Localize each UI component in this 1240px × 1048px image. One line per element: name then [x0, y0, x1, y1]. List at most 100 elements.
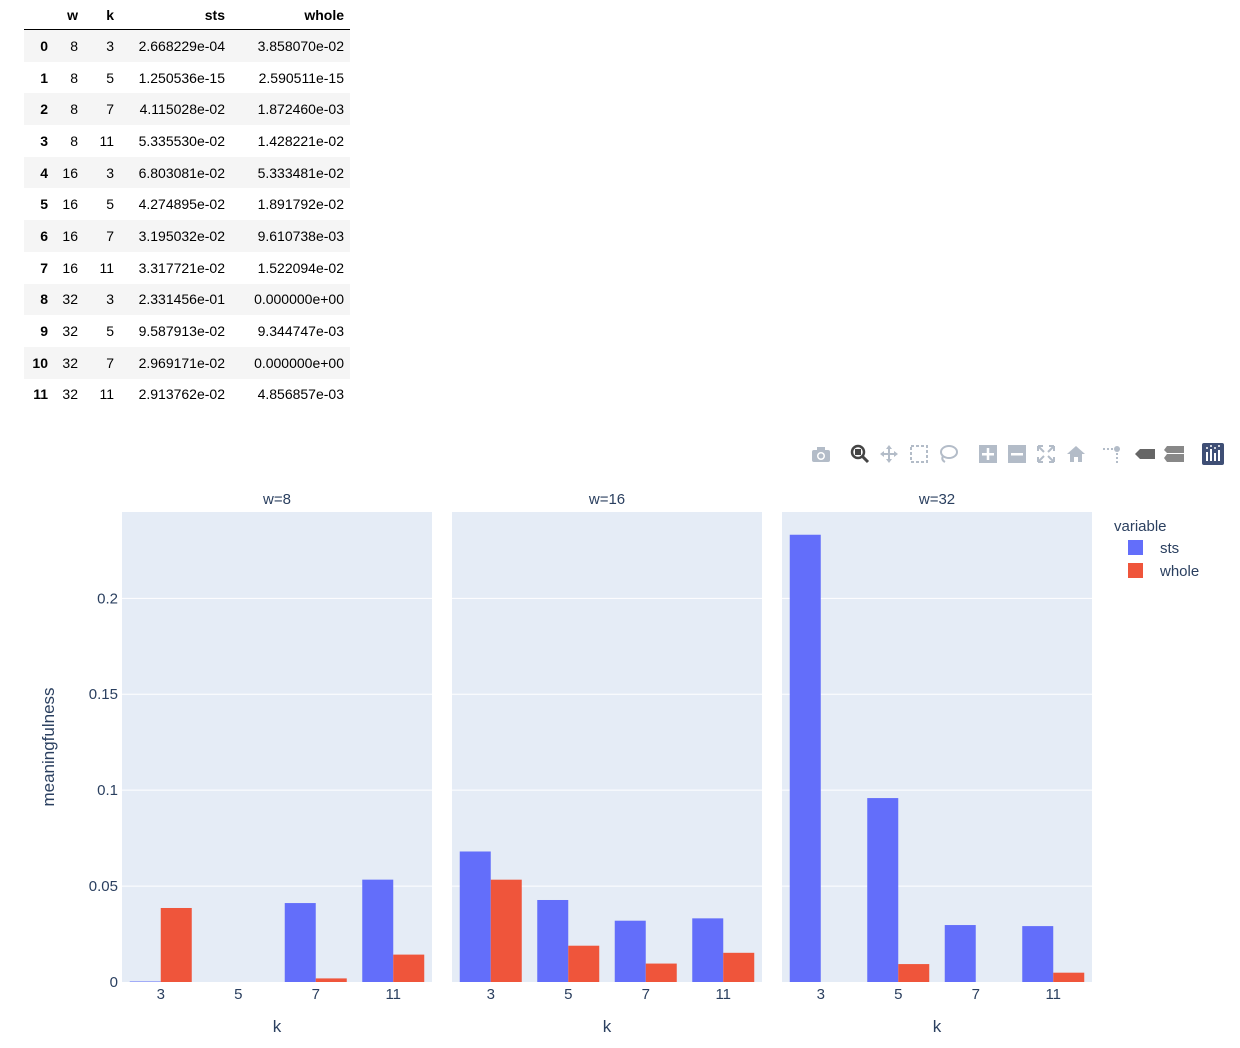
table-row: 8 32 3 2.331456e-01 0.000000e+00	[24, 283, 350, 316]
x-axis-label: k	[273, 1017, 282, 1036]
k-cell: 3	[106, 164, 114, 181]
hover-closest-icon[interactable]	[1133, 440, 1157, 468]
lasso-select-icon[interactable]	[936, 440, 960, 468]
y-tick-label: 0.1	[97, 782, 118, 799]
pan-icon[interactable]	[877, 440, 901, 468]
whole-cell: 3.858070e-02	[257, 37, 344, 54]
x-axis-label: k	[933, 1017, 942, 1036]
sts-cell: 3.195032e-02	[138, 227, 225, 244]
bar-sts[interactable]	[614, 920, 646, 982]
legend-label-sts[interactable]: sts	[1160, 540, 1179, 557]
bar-sts[interactable]	[537, 899, 569, 982]
x-tick-label: 3	[487, 986, 495, 1003]
zoom-out-icon[interactable]	[1005, 440, 1029, 468]
bar-whole[interactable]	[393, 954, 425, 982]
bar-whole[interactable]	[568, 945, 600, 982]
bar-whole[interactable]	[490, 879, 522, 982]
y-tick-label: 0.05	[89, 878, 118, 895]
bar-whole[interactable]	[723, 952, 755, 982]
k-cell: 5	[106, 323, 114, 340]
bar-sts[interactable]	[867, 798, 899, 982]
whole-cell: 5.333481e-02	[257, 164, 344, 181]
x-tick-label: 11	[385, 986, 401, 1003]
whole-cell: 9.610738e-03	[257, 227, 344, 244]
autoscale-icon[interactable]	[1034, 440, 1058, 468]
facet-title: w=16	[588, 491, 625, 508]
index-cell: 2	[40, 101, 48, 118]
table-row: 3 8 11 5.335530e-02 1.428221e-02	[24, 125, 350, 157]
table-row: 9 32 5 9.587913e-02 9.344747e-03	[24, 315, 350, 347]
bar-sts[interactable]	[944, 925, 976, 982]
x-tick-label: 5	[564, 986, 572, 1003]
index-header	[24, 0, 48, 30]
box-select-icon[interactable]	[907, 440, 931, 468]
bar-sts[interactable]	[692, 918, 724, 982]
table-row: 6 16 7 3.195032e-02 9.610738e-03	[24, 220, 350, 252]
whole-cell: 0.000000e+00	[254, 291, 344, 308]
bar-sts[interactable]	[459, 851, 491, 982]
sts-cell: 2.668229e-04	[138, 37, 225, 54]
w-cell: 16	[62, 164, 78, 181]
y-tick-label: 0.15	[89, 686, 118, 703]
x-tick-label: 11	[1045, 986, 1061, 1003]
whole-cell: 1.872460e-03	[257, 101, 344, 118]
sts-cell: 4.274895e-02	[138, 196, 225, 213]
plotly-logo-icon[interactable]	[1201, 440, 1225, 468]
zoom-in-icon[interactable]	[976, 440, 1000, 468]
index-cell: 1	[40, 69, 48, 86]
whole-cell: 9.344747e-03	[257, 323, 344, 340]
sts-cell: 2.913762e-02	[138, 386, 225, 403]
reset-axes-icon[interactable]	[1064, 440, 1088, 468]
index-cell: 0	[40, 37, 48, 54]
k-cell: 5	[106, 69, 114, 86]
whole-cell: 1.428221e-02	[257, 132, 344, 149]
table-row: 10 32 7 2.969171e-02 0.000000e+00	[24, 346, 350, 379]
whole-cell: 1.891792e-02	[257, 196, 344, 213]
k-cell: 7	[106, 101, 114, 118]
table-row: 0 8 3 2.668229e-04 3.858070e-02	[24, 29, 350, 62]
dataframe-table: w k sts whole 0 8 3 2.668229e-04 3.858070e-0…	[24, 0, 350, 410]
k-cell: 11	[99, 386, 114, 403]
x-tick-label: 11	[715, 986, 731, 1003]
plot-area	[782, 512, 1092, 982]
whole-cell: 1.522094e-02	[257, 259, 344, 276]
legend-swatch-whole[interactable]	[1128, 563, 1143, 578]
k-cell: 11	[99, 132, 114, 149]
column-header-w: w	[48, 0, 84, 30]
column-header-sts: sts	[120, 0, 231, 30]
table-row: 11 32 11 2.913762e-02 4.856857e-03	[24, 379, 350, 411]
bar-sts[interactable]	[1022, 926, 1054, 982]
k-cell: 3	[106, 291, 114, 308]
x-tick-label: 7	[972, 986, 980, 1003]
bar-whole[interactable]	[315, 978, 347, 982]
w-cell: 32	[62, 354, 78, 371]
hover-compare-icon[interactable]	[1162, 440, 1186, 468]
k-cell: 3	[106, 37, 114, 54]
sts-cell: 4.115028e-02	[139, 101, 225, 118]
zoom-icon[interactable]	[848, 440, 872, 468]
bar-sts[interactable]	[789, 534, 821, 982]
sts-cell: 1.250536e-15	[138, 69, 225, 86]
w-cell: 8	[70, 69, 78, 86]
bar-whole[interactable]	[160, 907, 192, 982]
bar-sts[interactable]	[362, 879, 394, 982]
sts-cell: 2.969171e-02	[138, 354, 225, 371]
index-cell: 11	[33, 386, 48, 403]
bar-whole[interactable]	[645, 963, 677, 982]
spike-lines-icon[interactable]	[1100, 440, 1124, 468]
legend-swatch-sts[interactable]	[1128, 540, 1143, 555]
bar-sts[interactable]	[129, 981, 161, 982]
bar-whole[interactable]	[1053, 972, 1085, 982]
w-cell: 8	[70, 132, 78, 149]
w-cell: 8	[70, 101, 78, 118]
x-axis-label: k	[603, 1017, 612, 1036]
legend-label-whole[interactable]: whole	[1159, 563, 1199, 580]
y-tick-label: 0	[110, 974, 118, 991]
camera-icon[interactable]	[809, 440, 833, 468]
whole-cell: 0.000000e+00	[254, 354, 344, 371]
index-cell: 3	[40, 132, 48, 149]
k-cell: 7	[106, 227, 114, 244]
bar-sts[interactable]	[284, 903, 316, 982]
bar-whole[interactable]	[898, 964, 930, 982]
